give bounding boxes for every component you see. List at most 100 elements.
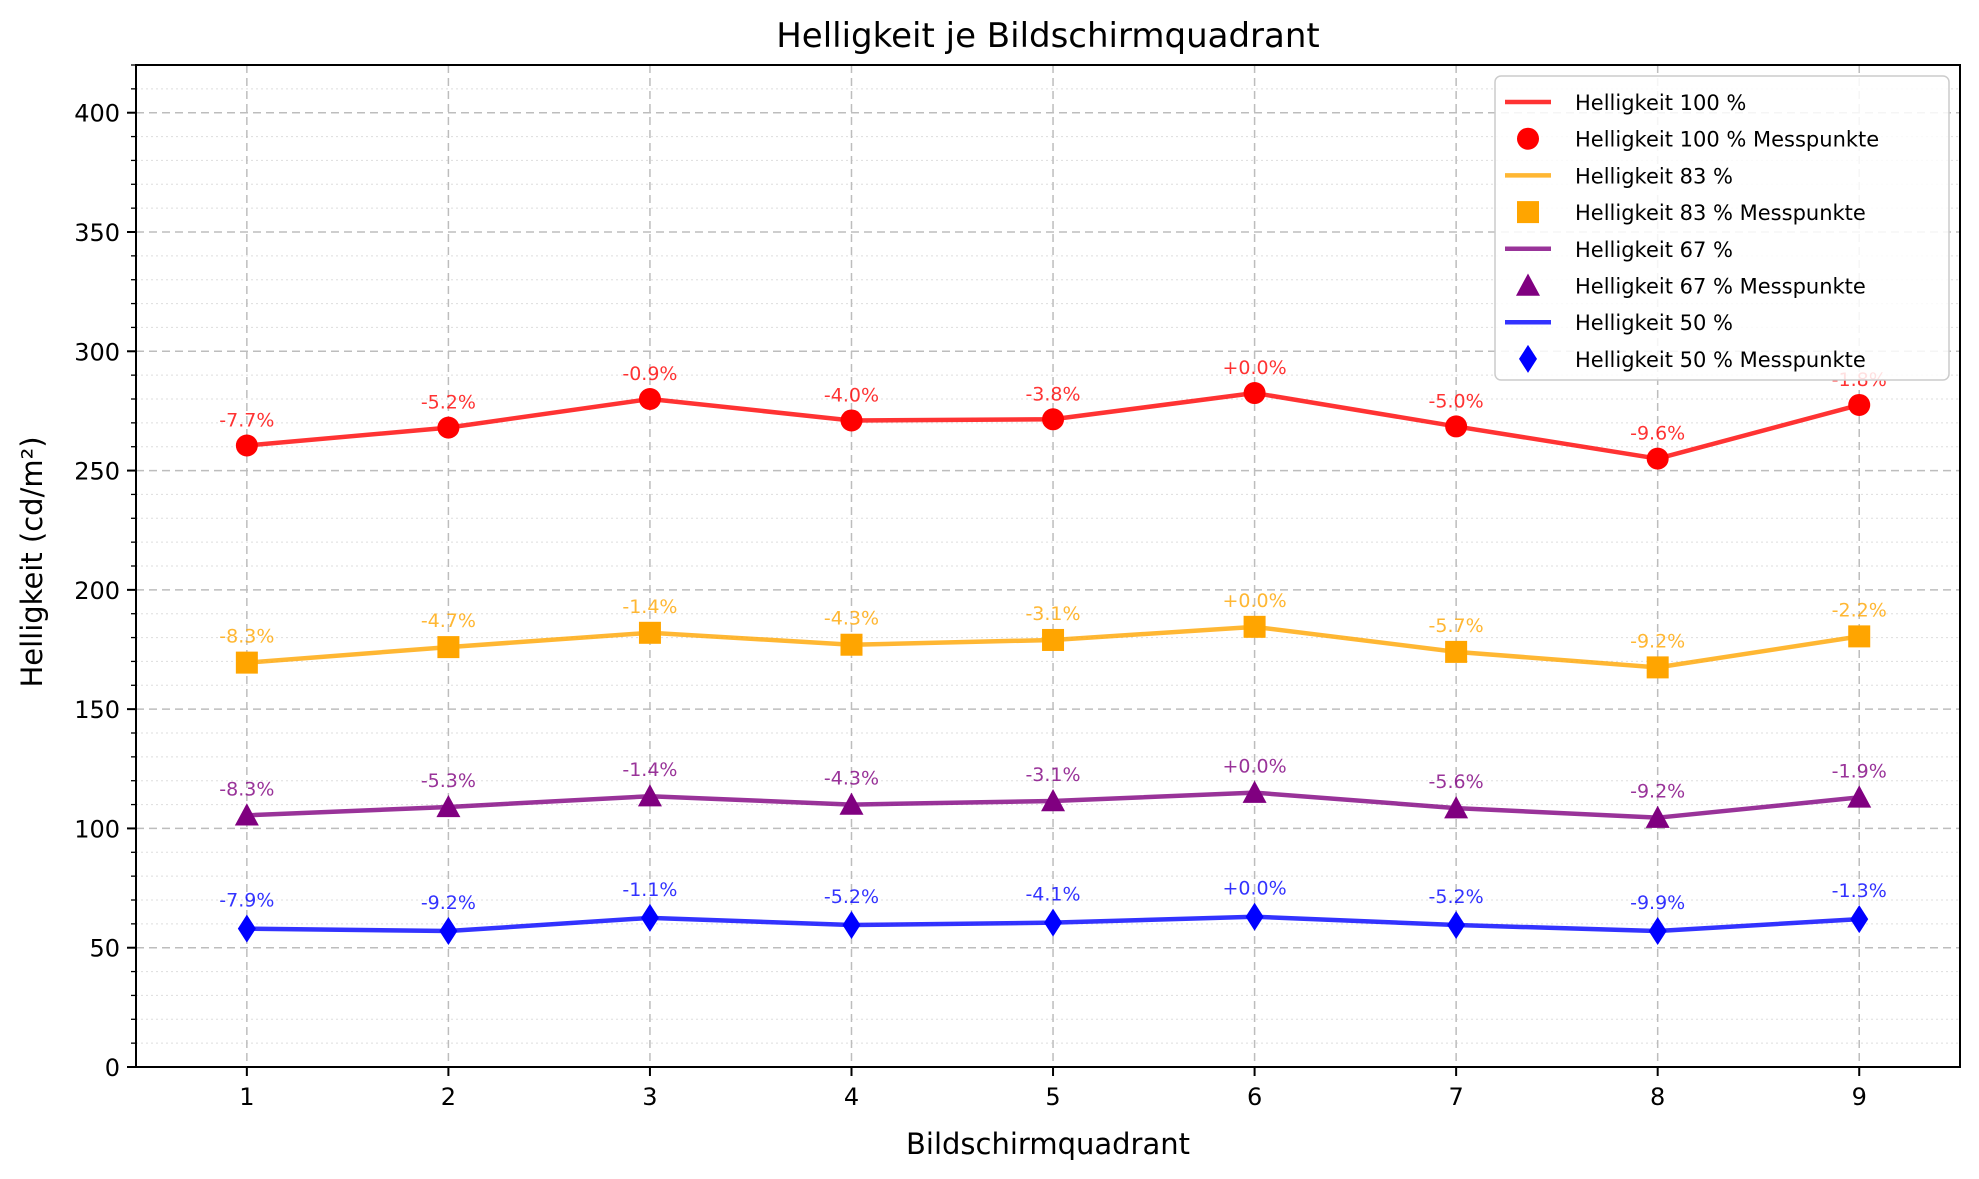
data-point <box>1041 788 1066 812</box>
data-point <box>637 784 662 807</box>
x-axis-label: Bildschirmquadrant <box>906 1127 1190 1161</box>
x-tick-label: 5 <box>1045 1083 1060 1111</box>
data-point <box>1847 785 1872 808</box>
legend: Helligkeit 100 % Helligkeit 100 % Messpun… <box>1494 75 1950 381</box>
data-point <box>1645 805 1670 828</box>
legend-label: Helligkeit 50 % <box>1575 311 1733 335</box>
data-label: +0.0% <box>1222 756 1286 778</box>
data-label: -5.0% <box>1429 390 1484 412</box>
data-label: +0.0% <box>1222 357 1286 379</box>
y-tick-label: 150 <box>74 696 120 724</box>
data-label: -9.2% <box>1630 630 1685 652</box>
data-point <box>840 633 863 656</box>
data-label: -4.0% <box>824 384 879 406</box>
data-label: -1.1% <box>622 879 677 901</box>
y-tick-label: 100 <box>74 815 120 843</box>
data-point <box>235 434 258 457</box>
data-point <box>1646 656 1669 679</box>
data-point <box>436 794 461 818</box>
data-point <box>1445 415 1468 438</box>
data-label: -9.6% <box>1630 423 1685 445</box>
y-tick-label: 250 <box>74 458 120 486</box>
data-point <box>234 803 259 826</box>
data-label: -4.3% <box>824 608 879 630</box>
data-point <box>1243 615 1266 638</box>
legend-label: Helligkeit 67 % Messpunkte <box>1575 275 1866 299</box>
data-point <box>839 792 864 815</box>
data-point <box>439 917 458 946</box>
data-point <box>1042 408 1065 431</box>
data-label: -1.4% <box>622 596 677 618</box>
data-label: -5.2% <box>824 886 879 908</box>
legend-label: Helligkeit 83 % Messpunkte <box>1575 201 1866 225</box>
data-label: -3.1% <box>1025 603 1080 625</box>
x-tick-label: 7 <box>1448 1083 1463 1111</box>
x-tick-label: 3 <box>642 1083 657 1111</box>
y-tick-label: 400 <box>74 100 120 128</box>
legend-marker-swatch <box>1517 127 1539 150</box>
data-point <box>1445 640 1468 663</box>
data-label: -1.4% <box>622 759 677 781</box>
data-point <box>1848 393 1871 416</box>
data-label: +0.0% <box>1222 878 1286 900</box>
data-label: -8.3% <box>219 778 274 800</box>
data-point <box>1850 905 1869 934</box>
series-1: -7.7% -5.2% -0.9% -4.0% -3.8% +0.0% -5.0% -9.6%… <box>219 357 1887 470</box>
data-label: -4.3% <box>824 768 879 790</box>
legend-marker-swatch <box>1519 344 1537 373</box>
data-point <box>237 914 256 943</box>
data-label: -5.2% <box>1429 886 1484 908</box>
data-label: -5.3% <box>421 770 476 792</box>
data-label: -3.8% <box>1025 383 1080 405</box>
legend-box <box>1494 75 1950 381</box>
series-layer: -7.7% -5.2% -0.9% -4.0% -3.8% +0.0% -5.0% -9.6%… <box>219 357 1887 946</box>
x-tick-label: 2 <box>441 1083 456 1111</box>
data-label: -3.1% <box>1025 764 1080 786</box>
data-point <box>1042 628 1065 651</box>
data-point <box>1044 908 1063 937</box>
axes: 0 50 100 150 200 250 300 350 400 1 2 3 4 5 6 7 8 9 <box>74 64 1867 1111</box>
series-2: -8.3% -4.7% -1.4% -4.3% -3.1% +0.0% -5.7% -9.2%… <box>219 590 1887 679</box>
data-point <box>1242 780 1267 803</box>
series-4: -7.9% -9.2% -1.1% -5.2% -4.1% +0.0% -5.2% -9.9%… <box>219 878 1887 946</box>
y-tick-label: 50 <box>89 935 120 963</box>
y-tick-label: 0 <box>105 1054 120 1082</box>
data-point <box>1848 625 1871 648</box>
data-point <box>638 388 661 410</box>
x-tick-label: 9 <box>1852 1083 1867 1111</box>
data-label: -4.1% <box>1025 884 1080 906</box>
x-tick-label: 1 <box>239 1083 254 1111</box>
y-tick-label: 200 <box>74 577 120 605</box>
data-point <box>1646 447 1669 470</box>
data-label: -8.3% <box>219 626 274 648</box>
data-label: -7.7% <box>219 410 274 432</box>
legend-marker-swatch <box>1517 201 1539 224</box>
x-tick-label: 8 <box>1650 1083 1665 1111</box>
data-point <box>1243 382 1266 405</box>
y-tick-label: 350 <box>74 219 120 247</box>
y-axis-label: Helligkeit (cd/m²) <box>15 436 49 687</box>
data-point <box>1444 796 1469 819</box>
data-point <box>1648 917 1667 946</box>
data-label: -9.9% <box>1630 892 1685 914</box>
data-point <box>840 409 863 432</box>
data-point <box>1447 911 1466 940</box>
data-label: -1.3% <box>1832 880 1887 902</box>
data-point <box>437 416 460 439</box>
data-label: -5.2% <box>421 392 476 414</box>
data-point <box>1245 902 1264 931</box>
data-point <box>235 651 258 674</box>
x-tick-label: 6 <box>1247 1083 1262 1111</box>
data-label: -7.9% <box>219 890 274 912</box>
data-label: -1.9% <box>1832 760 1887 782</box>
y-tick-label: 300 <box>74 338 120 366</box>
data-point <box>638 621 661 644</box>
data-label: -0.9% <box>622 363 677 385</box>
data-label: -5.7% <box>1429 615 1484 637</box>
data-label: -4.7% <box>421 610 476 632</box>
data-label: -2.2% <box>1832 599 1887 621</box>
data-point <box>842 911 861 940</box>
legend-marker-swatch <box>1516 273 1540 296</box>
data-label: -9.2% <box>1630 781 1685 803</box>
